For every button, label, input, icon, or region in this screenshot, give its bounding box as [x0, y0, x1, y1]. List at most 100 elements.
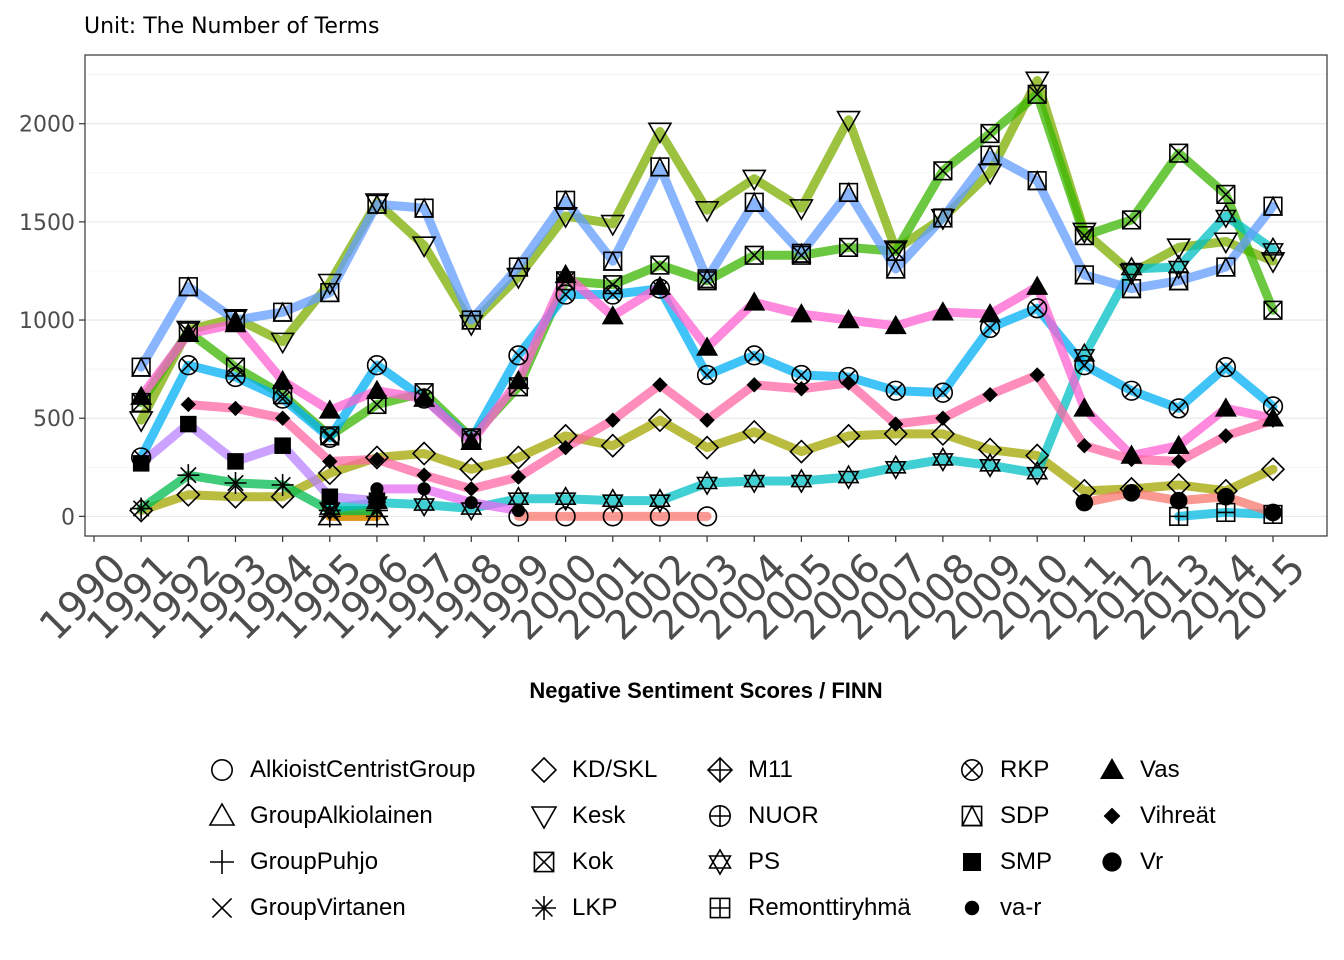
data-point-va-r	[417, 482, 431, 496]
data-point-kesk	[458, 314, 484, 337]
data-point-kd-skl	[223, 484, 248, 509]
legend-item: RKP	[950, 750, 1049, 790]
data-point-kd-skl	[270, 484, 295, 509]
data-point-kok	[1169, 143, 1189, 163]
data-point-vihre-t	[1170, 453, 1187, 470]
chart-subtitle: Unit: The Number of Terms	[84, 14, 379, 39]
data-point-vas	[790, 303, 813, 323]
data-point-va-r	[511, 503, 526, 518]
legend-item: AlkioistCentristGroup	[200, 750, 475, 790]
legend-item: GroupPuhjo	[200, 842, 378, 882]
data-point-vihre-t	[1123, 451, 1140, 468]
legend-label: SMP	[1000, 848, 1053, 875]
legend-key-circle-filled	[1102, 852, 1122, 872]
data-point-rkp	[885, 380, 906, 401]
data-point-alkioistcentristgroup	[555, 506, 576, 527]
data-point-kd-skl	[411, 441, 437, 466]
data-point-kok	[1121, 210, 1142, 230]
legend-key-asterisk	[532, 896, 556, 920]
legend-item: Vr	[1090, 842, 1163, 882]
legend-item: NUOR	[698, 796, 819, 836]
data-point-rkp	[1121, 380, 1142, 401]
data-point-vihre-t	[982, 386, 998, 403]
legend-key-square-plus	[709, 897, 731, 919]
data-point-ps	[743, 468, 766, 494]
data-point-sdp	[744, 191, 765, 212]
data-point-smp	[368, 492, 386, 509]
data-point-kd-skl	[1260, 457, 1286, 482]
data-point-sdp	[979, 144, 1001, 165]
data-point-vihre-t	[1076, 437, 1093, 454]
data-point-kd-skl	[129, 498, 154, 523]
data-point-sdp	[319, 281, 340, 303]
data-point-vas	[413, 387, 436, 407]
data-point-rkp	[225, 366, 246, 388]
legend-item: GroupAlkiolainen	[200, 796, 433, 836]
legend-label: M11	[748, 756, 793, 783]
data-point-vihre-t	[935, 410, 951, 426]
legend-label: KD/SKL	[572, 756, 658, 783]
data-point-kesk	[694, 201, 720, 223]
legend-item: GroupVirtanen	[200, 888, 406, 928]
data-point-vr	[1169, 491, 1188, 510]
data-point-vihre-t	[1218, 428, 1234, 444]
data-point-kd-skl	[600, 433, 625, 458]
data-point-ps	[1073, 342, 1096, 368]
legend-key-plus	[210, 850, 234, 874]
legend-label: GroupVirtanen	[250, 894, 406, 921]
legend-key-square-cross	[533, 851, 555, 873]
legend-item: SMP	[950, 842, 1052, 882]
data-point-vas	[460, 430, 483, 451]
legend-item: Kesk	[522, 796, 625, 836]
data-point-sdp	[1027, 170, 1048, 191]
data-point-vihre-t	[557, 439, 574, 456]
data-point-alkioistcentristgroup	[649, 506, 671, 527]
legend-label: Kok	[572, 848, 614, 875]
data-point-vihre-t	[746, 377, 762, 393]
data-point-vas	[648, 275, 671, 295]
data-point-kd-skl	[836, 423, 861, 449]
data-point-vas	[696, 336, 719, 356]
legend-label: SDP	[1000, 802, 1050, 829]
data-point-sdp	[696, 268, 718, 289]
data-point-sdp	[366, 193, 388, 214]
legend-item: SDP	[950, 796, 1049, 836]
data-point-kd-skl	[694, 435, 720, 460]
data-point-smp	[132, 455, 150, 472]
data-point-sdp	[1215, 256, 1236, 277]
legend-key-diamond-open	[530, 756, 558, 784]
legend-key-triangle-down-open	[530, 806, 558, 830]
data-point-kok	[1027, 84, 1047, 104]
data-point-smp	[321, 488, 339, 505]
data-point-vihre-t	[510, 469, 527, 485]
series-points	[128, 71, 1286, 528]
data-point-vihre-t	[369, 451, 385, 468]
data-point-rkp	[1168, 398, 1189, 419]
legend-item: va-r	[950, 888, 1041, 928]
legend-label: PS	[748, 848, 781, 875]
data-point-kesk	[1213, 232, 1239, 255]
data-point-sdp	[414, 197, 435, 218]
data-point-va-r	[370, 482, 384, 496]
data-point-rkp	[272, 388, 293, 409]
data-point-lkp	[130, 497, 153, 520]
legend-label: GroupPuhjo	[250, 848, 379, 875]
data-point-vas	[177, 322, 200, 343]
data-point-va-r	[464, 496, 478, 510]
data-point-alkioistcentristgroup	[696, 506, 718, 527]
data-point-vihre-t	[793, 381, 810, 397]
data-point-vihre-t	[416, 467, 432, 483]
legend: AlkioistCentristGroup GroupAlkiolainen Gro…	[200, 750, 1250, 940]
data-point-rkp	[932, 382, 954, 403]
data-point-sdp	[1074, 264, 1095, 285]
legend-key-square-filled	[963, 853, 981, 871]
data-point-kd-skl	[789, 439, 814, 464]
legend-label: Kesk	[572, 802, 626, 829]
data-point-sdp	[791, 242, 812, 263]
legend-label: va-r	[1000, 894, 1042, 921]
data-point-kd-skl	[176, 482, 201, 507]
data-point-smp	[274, 437, 291, 454]
data-point-sdp	[838, 181, 859, 203]
data-point-ps	[554, 486, 577, 512]
